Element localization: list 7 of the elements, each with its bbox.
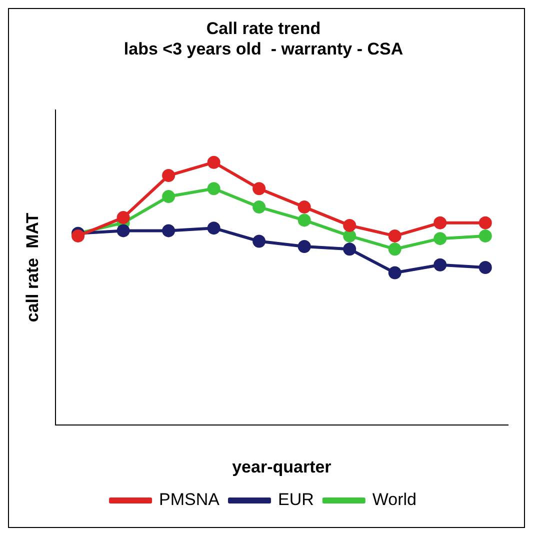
legend-label: World — [372, 490, 416, 510]
chart-title: Call rate trend — [206, 18, 321, 38]
legend-label: EUR — [278, 490, 314, 510]
chart-subtitle: labs <3 years old - warranty - CSA — [124, 39, 404, 58]
y-axis-title: call rate MAT — [22, 212, 42, 322]
legend-label: PMSNA — [159, 490, 220, 510]
x-axis-title: year-quarter — [232, 457, 332, 476]
